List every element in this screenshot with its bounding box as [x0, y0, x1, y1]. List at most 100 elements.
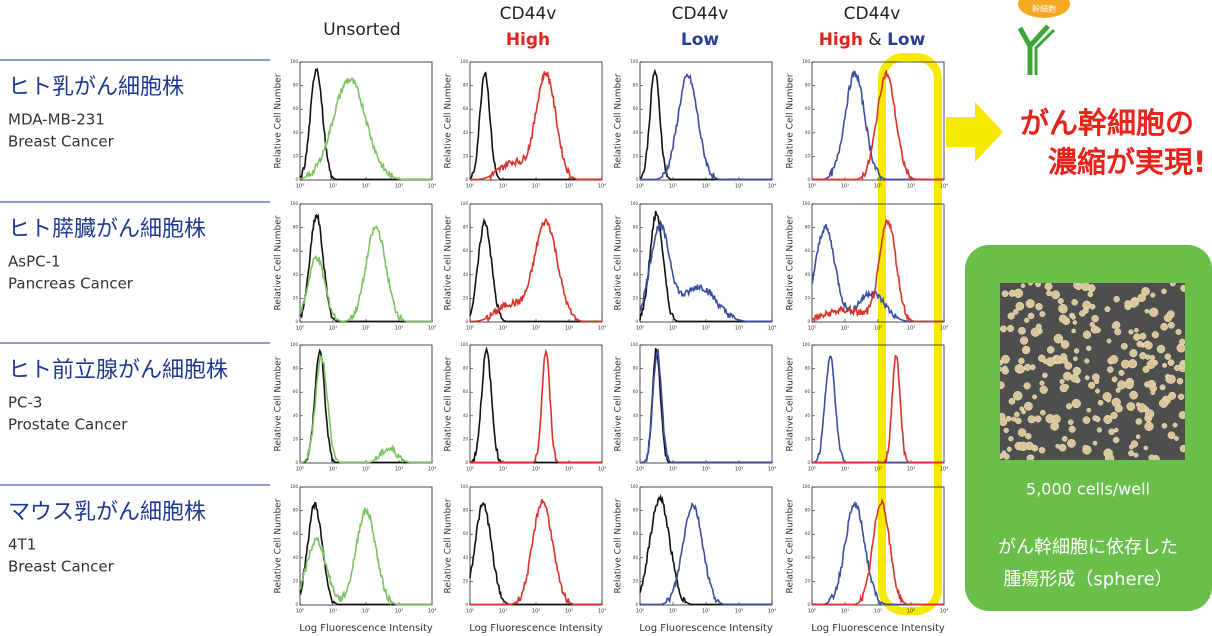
cell [1088, 381, 1096, 389]
histogram-curve [811, 218, 944, 323]
y-tick-label: 60 [633, 248, 639, 253]
x-tick-label: 10⁰ [636, 184, 644, 190]
x-tick-label: 10³ [735, 609, 743, 615]
cell [1086, 407, 1092, 413]
x-tick-label: 10³ [907, 326, 915, 332]
plot-frame [639, 486, 773, 606]
x-tick-label: 10⁴ [940, 184, 948, 190]
cell [1000, 453, 1004, 460]
cell [1133, 333, 1141, 341]
cell [1177, 393, 1185, 400]
cell [1072, 320, 1078, 325]
y-tick-label: 40 [633, 272, 639, 277]
y-tick-label: 80 [805, 83, 811, 88]
x-tick-label: 10² [532, 184, 540, 190]
y-tick-label: 0 [465, 602, 468, 607]
cell [1068, 425, 1076, 433]
y-tick-label: 20 [293, 295, 299, 300]
x-tick-label: 10² [532, 467, 540, 473]
cell [1046, 290, 1052, 297]
cell [1027, 312, 1035, 320]
x-tick-label: 10¹ [329, 326, 337, 332]
cell [1151, 331, 1159, 339]
y-tick-label: 100 [290, 484, 298, 489]
callout: 濃縮が実現! [1048, 145, 1206, 179]
cell [1050, 422, 1059, 431]
y-axis-label: Relative Cell Number [786, 356, 796, 451]
cell [1000, 381, 1005, 390]
x-axis-label: Log Fluorescence Intensity [469, 623, 603, 634]
cell [1091, 314, 1099, 323]
histogram-curve [470, 348, 602, 464]
cell [1135, 418, 1143, 425]
y-tick-label: 100 [460, 342, 468, 347]
y-tick-label: 80 [293, 366, 299, 371]
x-tick-label: 10⁴ [768, 326, 776, 332]
x-tick-label: 10² [702, 467, 710, 473]
cell [1017, 366, 1025, 374]
cell [1011, 416, 1017, 422]
cell [1007, 312, 1015, 320]
y-tick-label: 100 [802, 484, 810, 489]
y-tick-label: 0 [465, 460, 468, 465]
cell [1149, 354, 1156, 361]
y-tick-label: 40 [805, 272, 811, 277]
y-tick-label: 100 [290, 201, 298, 206]
cell [1002, 365, 1008, 372]
cell [1071, 299, 1078, 306]
cell [1003, 453, 1010, 460]
x-tick-label: 10⁰ [636, 609, 644, 615]
cell [1040, 409, 1046, 416]
cell [1150, 292, 1156, 298]
histogram-curve [639, 493, 772, 606]
cell [1022, 347, 1029, 354]
x-tick-label: 10² [874, 609, 882, 615]
x-tick-label: 10³ [395, 184, 403, 190]
y-tick-label: 0 [295, 602, 298, 607]
cell [1000, 325, 1007, 333]
x-tick-label: 10¹ [669, 609, 677, 615]
y-tick-label: 20 [633, 153, 639, 158]
y-tick-label: 20 [463, 295, 469, 300]
cell [1167, 359, 1175, 366]
arrow [946, 102, 1003, 162]
x-tick-label: 10³ [907, 467, 915, 473]
x-tick-label: 10² [532, 326, 540, 332]
x-tick-label: 10² [874, 184, 882, 190]
cell [1104, 306, 1111, 313]
cell [1114, 328, 1122, 336]
cell [1053, 355, 1062, 363]
cell [1070, 314, 1076, 320]
y-axis-label: Relative Cell Number [614, 73, 624, 168]
cell [1174, 364, 1181, 372]
cell [1144, 308, 1150, 314]
cell [1176, 343, 1185, 353]
x-tick-label: 10⁴ [428, 326, 436, 332]
cell [1126, 402, 1136, 411]
x-tick-label: 10⁰ [466, 467, 474, 473]
y-tick-label: 0 [295, 460, 298, 465]
y-tick-label: 20 [463, 578, 469, 583]
cell [1075, 284, 1082, 291]
y-tick-label: 0 [465, 177, 468, 182]
cell [1143, 445, 1149, 451]
y-tick-label: 20 [463, 153, 469, 158]
cell-line: PC-3 [8, 394, 42, 412]
cell [1023, 401, 1033, 411]
cell [1167, 431, 1176, 440]
cell [1139, 352, 1147, 360]
y-tick-label: 60 [463, 248, 469, 253]
x-tick-label: 10³ [565, 467, 573, 473]
y-axis-label: Relative Cell Number [786, 215, 796, 310]
column-subtitle: High & Low [819, 30, 926, 50]
column-subtitle: High [506, 30, 550, 50]
cell [1082, 416, 1091, 424]
y-tick-label: 100 [630, 201, 638, 206]
y-tick-label: 80 [463, 83, 469, 88]
y-tick-label: 80 [633, 83, 639, 88]
cell-line: MDA-MB-231 [8, 111, 105, 129]
cell [1060, 306, 1068, 314]
cell [1091, 373, 1100, 382]
y-tick-label: 60 [805, 106, 811, 111]
cell [1058, 314, 1068, 323]
